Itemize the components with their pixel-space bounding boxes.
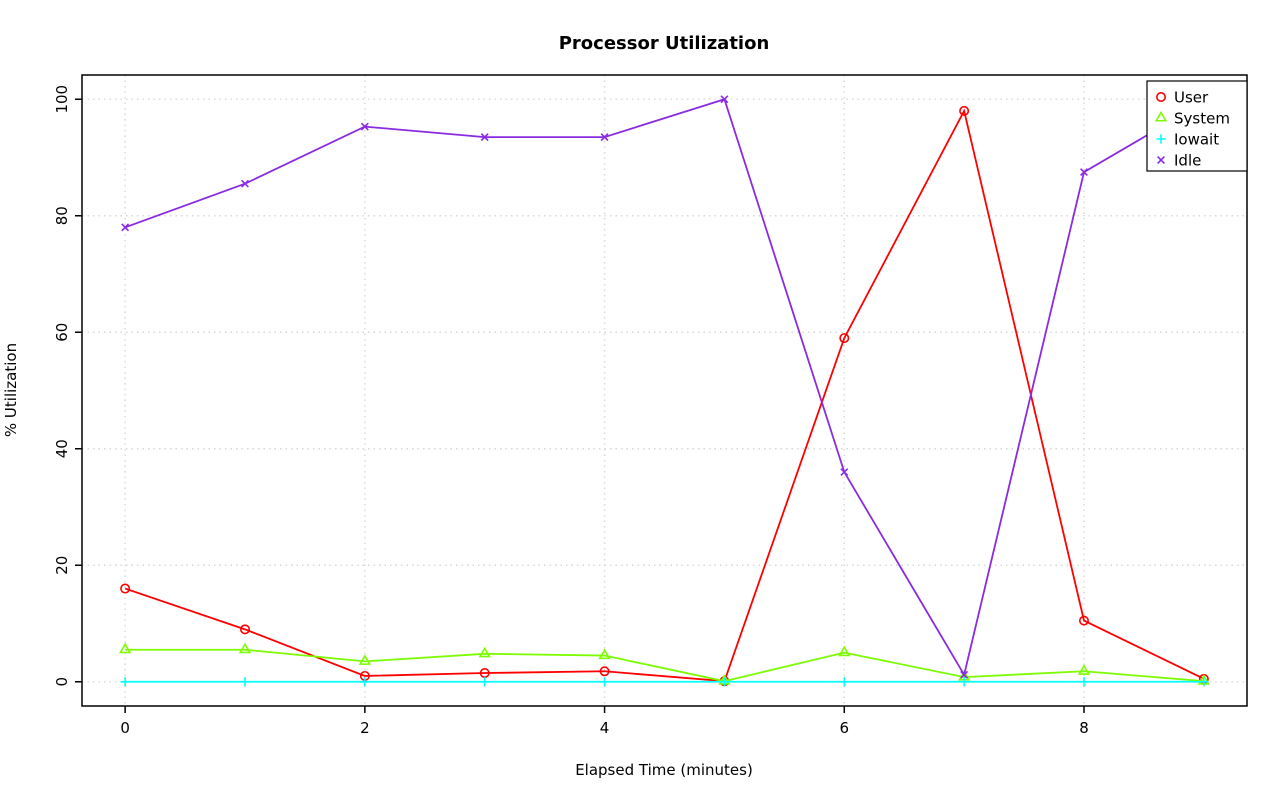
x-marker-icon (1080, 168, 1088, 177)
circle-marker-icon (1078, 615, 1089, 626)
circle-marker-icon (839, 333, 850, 344)
plus-marker-icon (1079, 677, 1089, 687)
circle-marker-icon (120, 583, 131, 594)
x-axis: 0 2 4 6 8 (120, 706, 1089, 737)
x-tick-label: 4 (600, 719, 610, 737)
x-marker-icon (360, 122, 369, 131)
y-tick-label: 20 (53, 556, 71, 575)
y-tick-label: 80 (53, 206, 71, 225)
legend-label: Idle (1174, 152, 1201, 170)
y-tick-label: 100 (53, 85, 71, 114)
plus-marker-icon (240, 677, 250, 687)
y-tick-label: 0 (53, 677, 71, 687)
series-idle (121, 95, 1208, 679)
triangle-marker-icon (478, 646, 491, 658)
triangle-marker-icon (1154, 110, 1168, 122)
grid (82, 75, 1247, 706)
x-marker-icon (480, 133, 489, 142)
triangle-marker-icon (1077, 664, 1091, 675)
plus-marker-icon (360, 677, 370, 687)
triangle-marker-icon (118, 642, 132, 654)
triangle-marker-icon (358, 654, 372, 665)
y-tick-label: 60 (53, 323, 71, 342)
plus-marker-icon (959, 677, 969, 687)
y-axis: 0 20 40 60 80 100 (53, 85, 82, 687)
plus-marker-icon (480, 677, 490, 687)
legend-label: System (1174, 110, 1230, 128)
plus-marker-icon (1156, 134, 1166, 144)
series-line (125, 648, 1204, 683)
x-marker-icon (720, 95, 729, 104)
x-tick-label: 8 (1079, 719, 1089, 737)
circle-marker-icon (1156, 92, 1167, 103)
series-line (124, 98, 1205, 678)
x-tick-label: 2 (360, 719, 370, 737)
plus-marker-icon (839, 677, 849, 687)
legend-label: User (1174, 89, 1209, 107)
y-tick-label: 40 (53, 439, 71, 458)
x-marker-icon (840, 468, 849, 477)
legend-box (1146, 80, 1248, 172)
legend-label: Iowait (1174, 131, 1219, 149)
series-user (120, 105, 1209, 687)
circle-marker-icon (959, 105, 970, 116)
plus-marker-icon (1199, 677, 1209, 687)
x-marker-icon (1157, 156, 1165, 164)
plus-marker-icon (599, 677, 610, 687)
x-tick-label: 0 (120, 719, 130, 737)
x-marker-icon (121, 223, 130, 232)
plot-border (81, 74, 1248, 707)
plus-marker-icon (120, 677, 130, 687)
x-marker-icon (600, 133, 609, 142)
circle-marker-icon (599, 666, 610, 677)
series-system (118, 642, 1211, 685)
plus-marker-icon (719, 677, 730, 687)
legend: User System Iowait Idle (1146, 80, 1248, 172)
circle-marker-icon (240, 624, 251, 635)
x-tick-label: 6 (840, 719, 850, 737)
triangle-marker-icon (598, 648, 611, 660)
x-marker-icon (241, 179, 249, 188)
x-marker-icon (960, 670, 969, 679)
triangle-marker-icon (838, 645, 851, 657)
chart-title: Processor Utilization (559, 33, 770, 54)
triangle-marker-icon (238, 642, 252, 654)
series-line (124, 108, 1205, 683)
y-axis-title: % Utilization (2, 343, 20, 437)
x-axis-title: Elapsed Time (minutes) (575, 761, 753, 779)
series-iowait (120, 677, 1209, 687)
